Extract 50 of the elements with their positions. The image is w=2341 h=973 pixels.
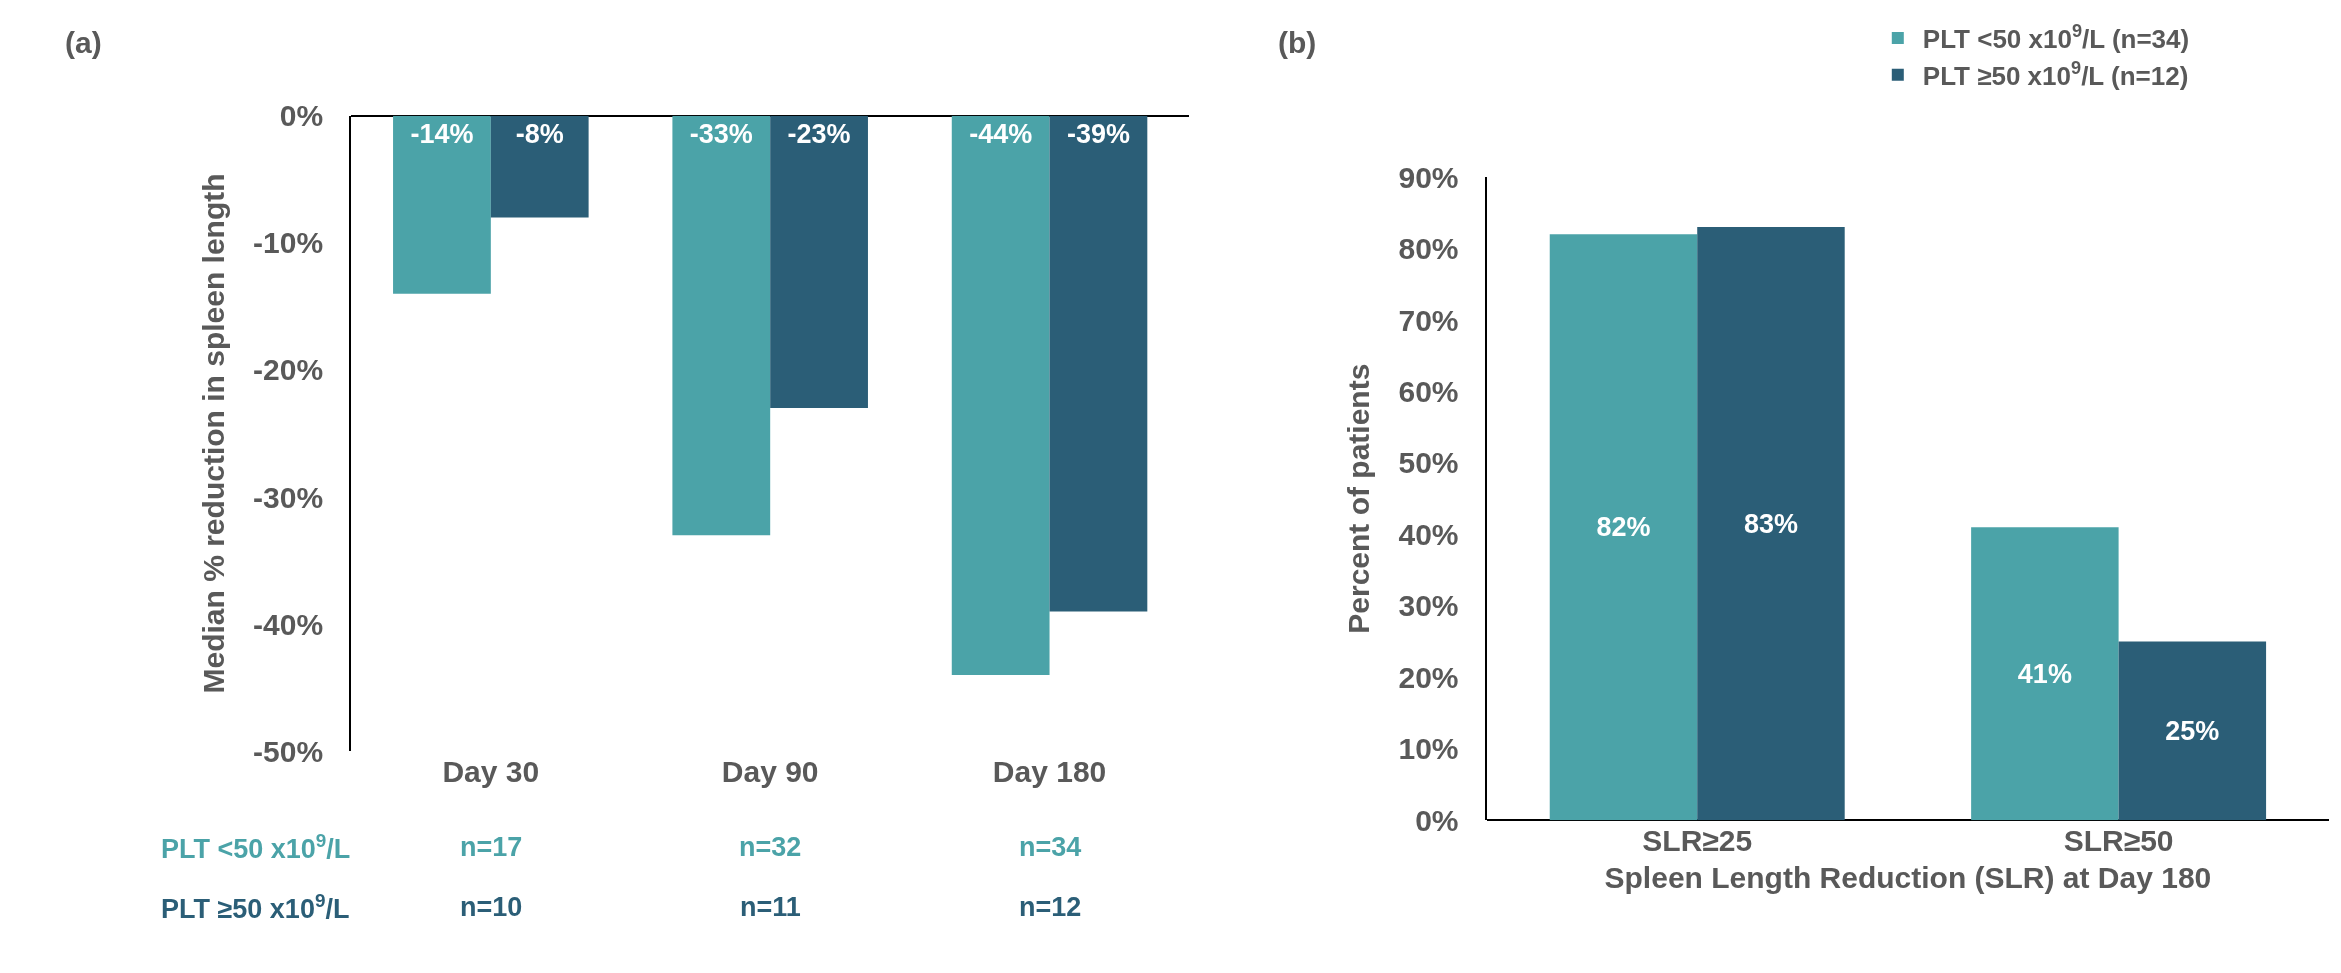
bar xyxy=(1971,527,2119,821)
text: n=12 xyxy=(1019,892,1082,922)
y-tick-label: 30% xyxy=(1398,589,1459,623)
text: PLT ≥50 x10$^{9}$/L xyxy=(161,890,350,925)
text: n=17 xyxy=(460,832,523,862)
y-tick-label: 60% xyxy=(1398,374,1459,408)
y-tick-label: -20% xyxy=(253,353,324,387)
text: PLT <50 x10$^{9}$/L xyxy=(161,830,351,865)
bar xyxy=(1697,227,1845,821)
bar xyxy=(2118,641,2267,821)
text: (a) xyxy=(65,26,102,59)
y-tick-label: 20% xyxy=(1398,660,1459,694)
data-label: -23% xyxy=(787,118,851,149)
x-tick-label: Day 180 xyxy=(992,755,1107,789)
y-tick-label: -50% xyxy=(253,734,324,768)
data-label: 83% xyxy=(1743,508,1798,539)
x-tick-label: SLR≥50 xyxy=(2063,824,2174,858)
y-tick-label: 50% xyxy=(1398,446,1459,480)
data-label: -8% xyxy=(515,118,564,149)
data-label: -39% xyxy=(1066,118,1130,149)
y-tick-label: 10% xyxy=(1398,732,1459,766)
text: n=32 xyxy=(739,832,802,862)
text: n=11 xyxy=(740,892,801,922)
text: n=10 xyxy=(460,892,523,922)
y-tick-label: 80% xyxy=(1398,232,1459,266)
y-axis-title: Percent of patients xyxy=(1341,363,1375,634)
x-tick-label: Day 90 xyxy=(721,755,819,789)
x-axis-title: Spleen Length Reduction (SLR) at Day 180 xyxy=(1604,860,2212,894)
x-tick-label: SLR≥25 xyxy=(1642,824,1753,858)
y-tick-label: -40% xyxy=(253,607,324,641)
y-tick-label: 70% xyxy=(1398,303,1459,337)
x-tick-label: Day 30 xyxy=(442,755,540,789)
data-label: -14% xyxy=(410,118,474,149)
chart-title: (b) xyxy=(1278,26,1317,59)
data-label: 82% xyxy=(1596,512,1651,543)
y-axis-title: Median % reduction in spleen length xyxy=(196,173,230,694)
legend-label: PLT ≥50 x10$^{9}$/L (n=12) xyxy=(1922,58,2189,91)
y-tick-label: 0% xyxy=(279,99,324,133)
legend-label: PLT <50 x10$^{9}$/L (n=34) xyxy=(1922,21,2190,55)
data-label: 25% xyxy=(2165,715,2220,746)
bar xyxy=(1549,234,1698,821)
data-label: 41% xyxy=(2017,658,2072,689)
y-tick-label: 40% xyxy=(1398,517,1459,551)
text: n=34 xyxy=(1019,832,1082,862)
y-tick-label: 0% xyxy=(1415,803,1459,837)
y-tick-label: 90% xyxy=(1398,160,1459,194)
data-label: -44% xyxy=(969,118,1033,149)
y-tick-label: -30% xyxy=(253,480,324,514)
y-tick-label: -10% xyxy=(253,226,324,260)
data-label: -33% xyxy=(689,118,753,149)
